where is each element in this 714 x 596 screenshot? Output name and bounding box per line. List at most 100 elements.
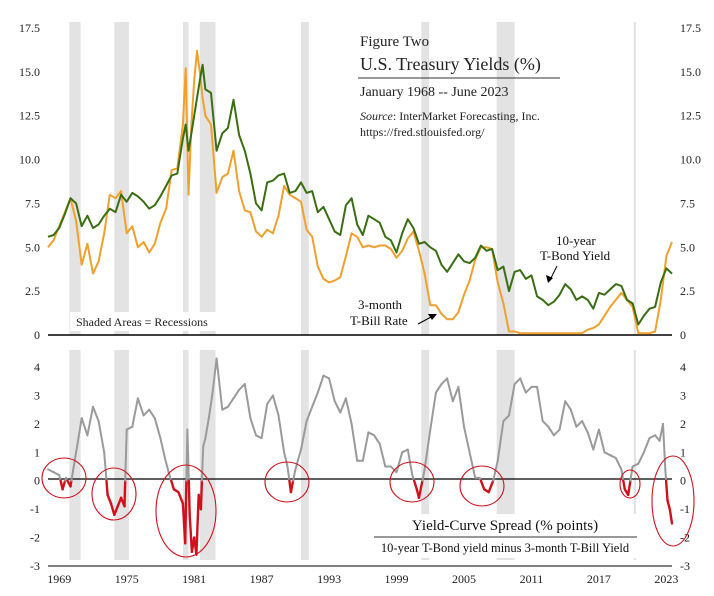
spread-segment xyxy=(631,462,640,468)
spread-segment-inverted xyxy=(187,479,191,516)
spread-segment xyxy=(300,420,308,451)
spread-segment xyxy=(277,414,286,454)
y-tick-label: 1 xyxy=(34,445,40,459)
spread-segment-inverted xyxy=(417,479,424,499)
spread-segment xyxy=(395,451,404,474)
chart-subtitle: January 1968 -- June 2023 xyxy=(360,85,509,100)
spread-segment-inverted xyxy=(627,479,632,497)
y-tick-label: 3 xyxy=(680,388,686,402)
spread-segment xyxy=(86,405,94,437)
spread-segment xyxy=(125,425,134,431)
y-tick-label: 2.5 xyxy=(680,284,695,298)
spread-title: Yield-Curve Spread (% points) xyxy=(412,518,598,534)
spread-segment xyxy=(373,434,381,445)
y-tick-label: 2 xyxy=(680,417,686,431)
y-tick-label: 10.0 xyxy=(19,153,40,167)
spread-segment xyxy=(642,437,651,454)
spread-segment-inverted xyxy=(289,479,295,494)
y-tick-label: 0 xyxy=(34,328,40,342)
inversion-circle xyxy=(389,461,435,503)
spread-segment xyxy=(52,471,61,477)
spread-segment-inverted xyxy=(195,493,200,556)
bottom-y-ticks-left: 4 3 2 1 0 -1 -2 -3 xyxy=(30,360,40,573)
spread-segment xyxy=(614,457,623,471)
spread-segment xyxy=(131,397,139,428)
bill-label-line1: 3-month xyxy=(358,297,403,312)
spread-segment xyxy=(508,383,516,417)
spread-segment xyxy=(333,400,342,414)
spread-segment xyxy=(344,397,353,425)
spread-segment xyxy=(451,385,460,403)
y-tick-label: 15.0 xyxy=(680,65,701,79)
spread-segment-inverted xyxy=(113,505,119,516)
spread-segment xyxy=(153,417,162,440)
spread-segment xyxy=(569,408,578,428)
y-tick-label: -3 xyxy=(30,559,40,573)
spread-segment-inverted xyxy=(123,479,127,508)
spread-segment-inverted xyxy=(622,479,626,491)
top-y-ticks-right: 17.5 15.0 12.5 10.0 7.5 5.0 2.5 0 xyxy=(680,21,701,342)
spread-segment xyxy=(434,383,443,394)
spread-segment-inverted xyxy=(664,479,669,502)
spread-segment xyxy=(609,454,617,459)
y-tick-label: 5.0 xyxy=(25,240,40,254)
recession-note-box xyxy=(70,312,220,331)
spread-segment xyxy=(215,357,224,411)
y-tick-label: 0 xyxy=(34,474,40,488)
recession-band xyxy=(421,22,430,335)
spread-segment xyxy=(463,425,471,454)
recession-band xyxy=(182,22,189,335)
x-tick-label: 1981 xyxy=(182,572,206,586)
y-tick-label: -1 xyxy=(30,502,40,516)
spread-segment xyxy=(211,357,218,397)
inversion-circle xyxy=(91,467,137,521)
bill-rate-line xyxy=(47,49,673,335)
spread-segment-inverted xyxy=(412,479,418,491)
inversion-highlights xyxy=(41,455,695,558)
y-tick-label: -2 xyxy=(30,531,40,545)
spread-segment xyxy=(552,428,561,437)
recession-note: Shaded Areas = Recessions xyxy=(76,315,208,329)
spread-segment xyxy=(575,420,584,428)
recession-band xyxy=(496,350,515,560)
spread-segment xyxy=(204,417,210,440)
bond-yield-line xyxy=(47,63,673,326)
recession-band xyxy=(633,22,637,335)
y-tick-label: 7.5 xyxy=(680,196,695,210)
spread-segment xyxy=(586,431,595,451)
spread-segment xyxy=(629,465,634,482)
spread-segment-inverted xyxy=(177,490,185,505)
spread-segment-inverted xyxy=(668,508,674,525)
spread-segment xyxy=(47,468,55,474)
spread-segment xyxy=(136,397,145,417)
spread-segment xyxy=(159,437,166,459)
spread-segment-inverted xyxy=(479,479,486,491)
spread-segment xyxy=(207,394,214,420)
spread-segment xyxy=(558,400,567,431)
bill-arrow-head xyxy=(428,314,437,320)
source-url: https://fred.stlouisfed.org/ xyxy=(360,125,485,139)
spread-segment xyxy=(496,420,505,462)
y-tick-label: 4 xyxy=(680,360,686,374)
spread-segment xyxy=(249,417,257,437)
spread-segment-inverted xyxy=(61,479,67,491)
spread-segment xyxy=(592,428,600,451)
spread-segment xyxy=(221,405,229,411)
y-tick-label: 1 xyxy=(680,445,686,459)
spread-segment xyxy=(75,417,83,454)
y-tick-label: 2.5 xyxy=(25,284,40,298)
spread-segment xyxy=(401,448,409,454)
y-tick-label: 10.0 xyxy=(680,153,701,167)
spread-segment xyxy=(564,400,572,411)
spread-segment xyxy=(502,414,510,423)
spread-segment xyxy=(292,468,297,482)
spread-segment xyxy=(367,431,376,437)
spread-segment-inverted xyxy=(105,479,109,497)
y-tick-label: 3 xyxy=(34,388,40,402)
y-tick-label: -3 xyxy=(680,559,690,573)
spread-segment xyxy=(202,437,207,448)
spread-segment xyxy=(97,420,106,454)
recession-band xyxy=(114,22,129,335)
spread-segment xyxy=(286,465,291,482)
spread-segment-inverted xyxy=(487,479,495,494)
